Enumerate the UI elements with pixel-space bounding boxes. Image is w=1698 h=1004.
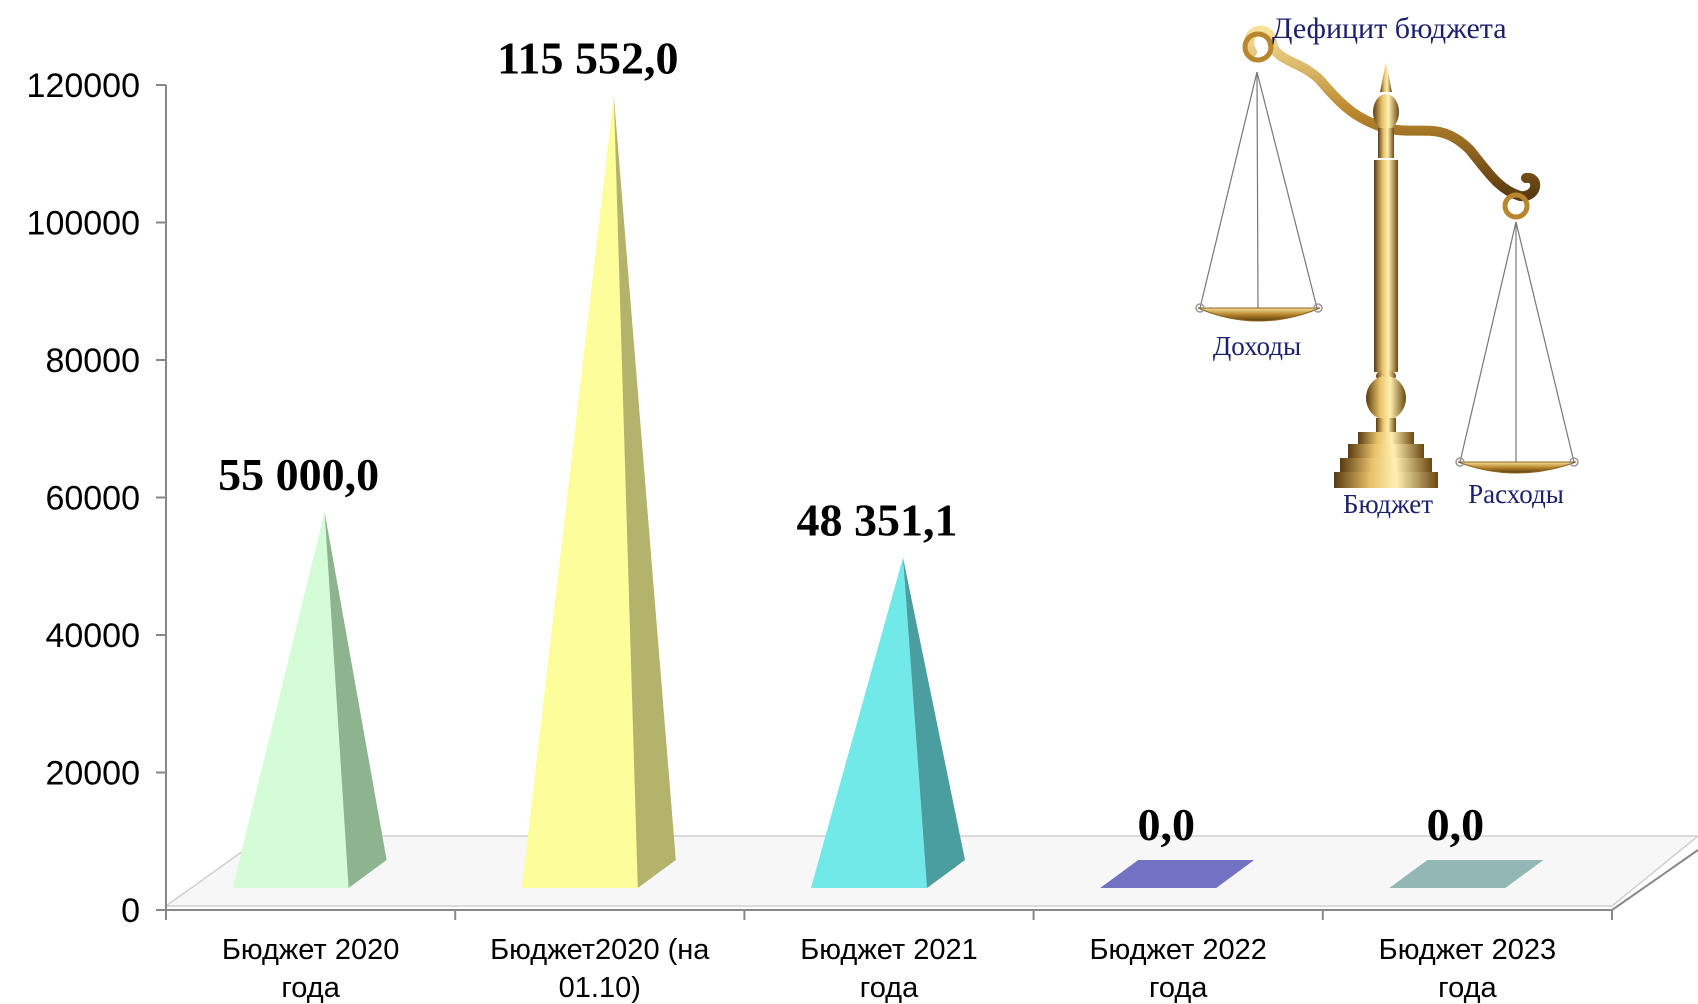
y-tick-label: 40000 <box>45 617 140 655</box>
value-label-group: 55 000,0 115 552,0 48 351,1 0,0 0,0 <box>218 33 1484 850</box>
bar-group <box>232 95 1544 888</box>
data-value-label: 0,0 <box>1137 799 1195 850</box>
bar-pyramid-side <box>324 511 387 888</box>
bar-pyramid-side <box>613 95 676 888</box>
y-tick-label: 100000 <box>27 205 140 243</box>
x-tick-label: Бюджет 2023 года <box>1379 934 1556 1004</box>
x-tick-label: Бюджет 2020 года <box>222 934 399 1004</box>
y-tick-label: 20000 <box>45 755 140 793</box>
scales-of-justice-icon <box>1195 25 1579 488</box>
x-tick-label: Бюджет2020 (на 01.10) <box>490 934 710 1004</box>
x-axis-depth <box>1611 849 1698 911</box>
bar-pyramid-front <box>521 95 638 888</box>
bar-pyramid-flat <box>1389 860 1544 888</box>
data-value-label: 115 552,0 <box>497 33 678 84</box>
scales-right-pan-label: Расходы <box>1468 479 1564 509</box>
x-tick-label: Бюджет 2022 года <box>1089 934 1266 1004</box>
category-label-group: Бюджет 2020 года Бюджет2020 (на 01.10) Бюдже… <box>222 934 1556 1004</box>
x-tick-group <box>165 910 1613 920</box>
scales-left-pan-label: Доходы <box>1213 331 1301 361</box>
data-value-label: 55 000,0 <box>218 449 379 500</box>
x-tick-label: Бюджет 2021 года <box>800 934 977 1004</box>
bar-pyramid-front <box>232 511 349 888</box>
y-tick-label: 60000 <box>45 480 140 518</box>
bar-pyramid-flat <box>1100 860 1255 888</box>
y-tick-label: 80000 <box>45 342 140 380</box>
data-value-label: 0,0 <box>1427 799 1485 850</box>
y-tick-label: 0 <box>121 892 140 930</box>
y-tick-group: 0 20000 40000 60000 80000 100000 120000 <box>27 67 166 930</box>
bar-pyramid-side <box>903 557 965 888</box>
y-tick-label: 120000 <box>27 67 140 105</box>
data-value-label: 48 351,1 <box>797 495 958 546</box>
scales-base-label: Бюджет <box>1343 489 1433 519</box>
bar-pyramid-front <box>811 557 927 888</box>
scales-title: Дефицит бюджета <box>1272 12 1507 45</box>
